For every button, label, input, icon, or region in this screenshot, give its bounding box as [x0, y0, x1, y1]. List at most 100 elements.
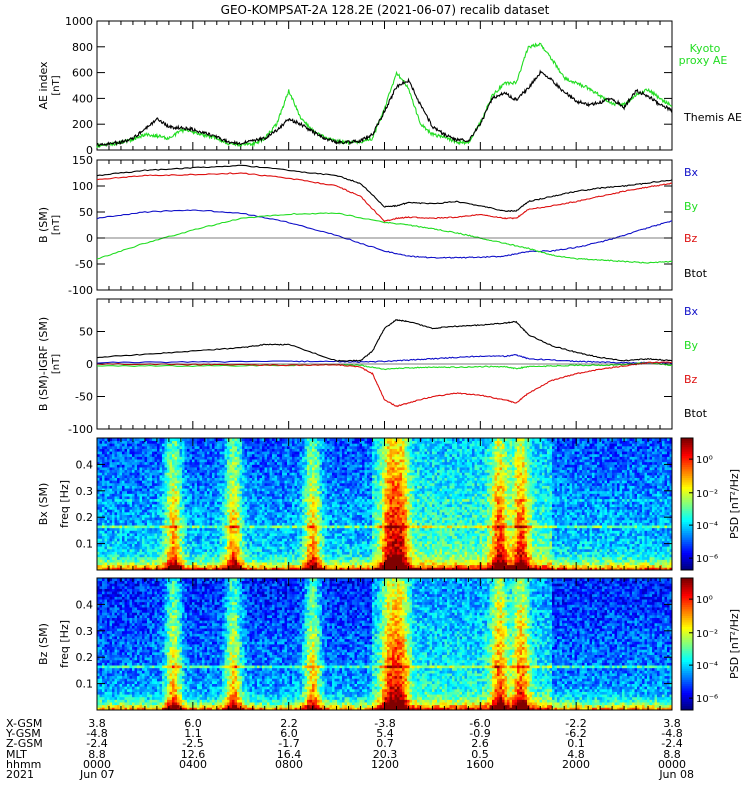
spectrogram-cell — [165, 562, 168, 565]
spectrogram-cell — [190, 562, 193, 565]
spectrogram-cell — [105, 451, 108, 454]
spectrogram-cell — [140, 554, 143, 557]
spectrogram-cell — [157, 541, 160, 544]
spectrogram-cell — [242, 464, 245, 467]
spectrogram-cell — [297, 499, 300, 502]
spectrogram-cell — [160, 496, 163, 499]
spectrogram-cell — [155, 517, 158, 520]
spectrogram-cell — [140, 562, 143, 565]
spectrogram-cell — [167, 557, 170, 560]
spectrogram-cell — [262, 562, 265, 565]
spectrogram-cell — [250, 515, 253, 518]
spectrogram-cell — [192, 449, 195, 452]
spectrogram-cell — [300, 507, 303, 510]
spectrogram-cell — [217, 462, 220, 465]
spectrogram-cell — [320, 554, 323, 557]
spectrogram-cell — [152, 544, 155, 547]
spectrogram-cell — [245, 541, 248, 544]
spectrogram-cell — [232, 507, 235, 510]
spectrogram-cell — [250, 557, 253, 560]
spectrogram-cell — [200, 496, 203, 499]
spectrogram-cell — [235, 541, 238, 544]
spectrogram-cell — [302, 517, 305, 520]
spectrogram-cell — [157, 565, 160, 568]
spectrogram-cell — [307, 464, 310, 467]
spectrogram-cell — [222, 507, 225, 510]
spectrogram-cell — [245, 546, 248, 549]
spectrogram-cell — [142, 559, 145, 562]
spectrogram-cell — [155, 562, 158, 565]
spectrogram-cell — [127, 501, 130, 504]
spectrogram-cell — [102, 459, 105, 462]
spectrogram-cell — [202, 496, 205, 499]
spectrogram-cell — [257, 538, 260, 541]
spectrogram-cell — [285, 533, 288, 536]
spectrogram-cell — [217, 449, 220, 452]
spectrogram-cell — [277, 496, 280, 499]
spectrogram-cell — [122, 496, 125, 499]
spectrogram-cell — [107, 528, 110, 531]
spectrogram-cell — [327, 533, 330, 536]
spectrogram-cell — [212, 504, 215, 507]
spectrogram-cell — [112, 472, 115, 475]
spectrogram-cell — [225, 451, 228, 454]
spectrogram-cell — [317, 441, 320, 444]
spectrogram-cell — [300, 533, 303, 536]
spectrogram-cell — [310, 443, 313, 446]
spectrogram-cell — [220, 541, 223, 544]
spectrogram-cell — [252, 483, 255, 486]
spectrogram-cell — [250, 512, 253, 515]
spectrogram-cell — [120, 549, 123, 552]
legend-by: By — [684, 200, 699, 213]
spectrogram-cell — [117, 538, 120, 541]
spectrogram-cell — [220, 464, 223, 467]
spectrogram-cell — [195, 541, 198, 544]
spectrogram-cell — [150, 467, 153, 470]
spectrogram-cell — [105, 499, 108, 502]
spectrogram-cell — [127, 499, 130, 502]
spectrogram-cell — [270, 562, 273, 565]
spectrogram-cell — [310, 501, 313, 504]
spectrogram-cell — [245, 501, 248, 504]
spectrogram-cell — [247, 538, 250, 541]
spectrogram-cell — [285, 522, 288, 525]
spectrogram-cell — [127, 459, 130, 462]
spectrogram-cell — [162, 446, 165, 449]
spectrogram-cell — [207, 478, 210, 481]
spectrogram-cell — [325, 562, 328, 565]
spectrogram-cell — [327, 552, 330, 555]
spectrogram-cell — [285, 559, 288, 562]
spectrogram-cell — [322, 549, 325, 552]
spectrogram-cell — [325, 552, 328, 555]
spectrogram-cell — [217, 475, 220, 478]
spectrogram-cell — [210, 451, 213, 454]
spectrogram-cell — [185, 480, 188, 483]
spectrogram-cell — [142, 533, 145, 536]
spectrogram-cell — [237, 501, 240, 504]
spectrogram-cell — [320, 446, 323, 449]
spectrogram-cell — [325, 501, 328, 504]
spectrogram-cell — [282, 528, 285, 531]
spectrogram-cell — [170, 459, 173, 462]
spectrogram-cell — [117, 459, 120, 462]
spectrogram-cell — [195, 459, 198, 462]
spectrogram-cell — [280, 470, 283, 473]
spectrogram-cell — [255, 552, 258, 555]
spectrogram-cell — [175, 483, 178, 486]
spectrogram-cell — [260, 483, 263, 486]
spectrogram-cell — [282, 472, 285, 475]
spectrogram-cell — [105, 525, 108, 528]
spectrogram-cell — [252, 470, 255, 473]
spectrogram-cell — [112, 559, 115, 562]
spectrogram-cell — [317, 472, 320, 475]
spectrogram-cell — [297, 441, 300, 444]
spectrogram-cell — [237, 449, 240, 452]
spectrogram-cell — [122, 557, 125, 560]
spectrogram-cell — [230, 501, 233, 504]
spectrogram-cell — [170, 512, 173, 515]
spectrogram-cell — [202, 504, 205, 507]
spectrogram-cell — [212, 549, 215, 552]
spectrogram-cell — [125, 493, 128, 496]
spectrogram-cell — [180, 496, 183, 499]
spectrogram-cell — [115, 456, 118, 459]
